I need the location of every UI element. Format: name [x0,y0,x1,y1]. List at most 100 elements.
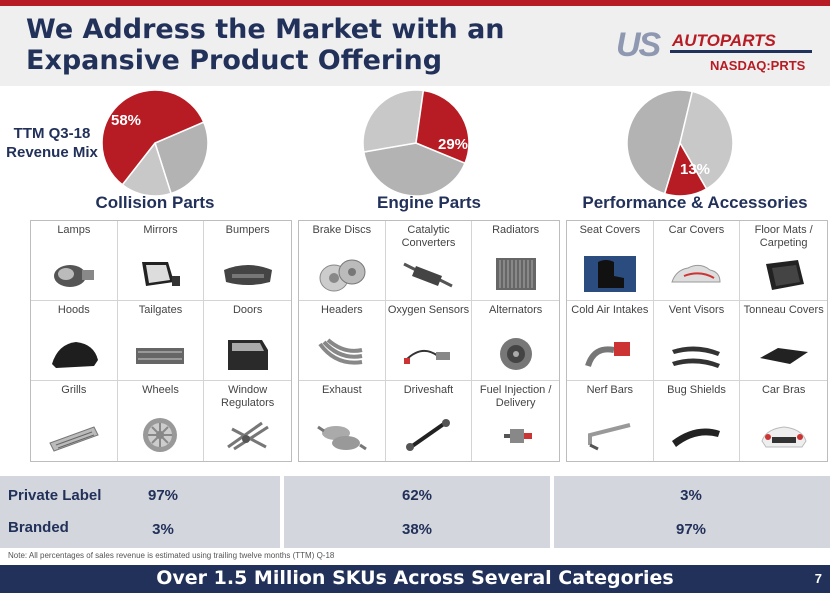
branded-value-collision: 3% [152,521,174,538]
seat-cover-image [583,256,636,292]
alternator-image [499,338,532,370]
part-label: Seat Covers [579,224,641,236]
part-tile-oxygen-sensors: Oxygen Sensors [385,301,473,381]
pie-slice-other-b [121,141,172,197]
tonneau-cover-image [759,348,808,364]
part-tile-doors: Doors [204,301,291,381]
part-tile-brake-discs: Brake Discs [299,221,386,301]
part-label: Alternators [489,304,543,316]
category-title-engine: Engine Parts [377,193,481,212]
part-label: Doors [232,304,263,316]
driveshaft-image [406,419,451,451]
pie-slice-other-b [362,89,425,153]
pie-slice-highlight [101,89,205,186]
pie-slice-highlight [663,141,708,197]
part-tile-vent-visors: Vent Visors [653,301,741,381]
footer-tagline: Over 1.5 Million SKUs Across Several Cat… [156,567,674,589]
fuel-injector-image [503,429,532,443]
pie-svg-performance: 13% [626,89,734,197]
pie-share-label: 29% [438,136,468,153]
top-accent-bar [0,0,830,6]
branded-value-performance: 97% [675,521,707,538]
stats-panel-performance [554,476,830,548]
pie-svg-collision: 58% [101,89,209,197]
window-regulator-image [226,421,269,451]
part-tile-grills: Grills [31,381,118,461]
footnote: Note: All percentages of sales revenue i… [8,551,335,560]
private-label-row-label: Private Label [8,487,102,504]
pie-slice-other-a [362,142,466,197]
collision-parts-grid: Lamps Mirrors Bumpers Hoods Tailgates Do… [30,220,292,462]
catalytic-converter-image [403,262,454,288]
part-tile-hoods: Hoods [31,301,118,381]
lamp-image [53,265,94,287]
door-image [227,340,268,370]
page-title: We Address the Market with an Expansive … [26,14,505,76]
part-tile-mirrors: Mirrors [117,221,205,301]
part-label: Bumpers [225,224,270,236]
car-cover-image [671,264,721,283]
part-label: Nerf Bars [586,384,634,396]
part-tile-radiators: Radiators [472,221,559,301]
stats-panel-collision [0,476,280,548]
logo-autoparts: AUTOPARTS [672,31,776,50]
pie-chart-engine: 29% [361,88,471,198]
cold-air-intake-image [584,342,630,368]
branded-row-label: Branded [8,519,69,536]
pie-share-label: 13% [680,161,710,178]
part-label: Fuel Injection / Delivery [479,384,552,409]
part-tile-cold-air-intakes: Cold Air Intakes [567,301,654,381]
vent-visor-image [672,346,721,368]
part-label: Cold Air Intakes [571,304,649,316]
private-value-engine: 62% [401,487,433,504]
part-label: Car Bras [761,384,806,396]
part-label: Car Covers [668,224,725,236]
header-band [0,6,830,86]
part-label: Vent Visors [668,304,725,316]
grill-image [49,426,99,452]
label-mix-table: Private Label Branded 97% 3% 62% 38% 3% … [0,476,830,548]
part-label: Floor Mats / Carpeting [754,224,813,249]
part-tile-driveshaft: Driveshaft [386,381,473,461]
wheel-image [143,418,178,452]
part-tile-lamps: Lamps [31,221,118,301]
category-title-collision: Collision Parts [95,193,215,212]
header-image [318,338,363,365]
car-bra-image [761,426,807,448]
exhaust-image [316,425,367,451]
part-tile-headers: Headers [299,301,386,381]
part-tile-tonneau-covers: Tonneau Covers [740,301,827,381]
part-tile-exhaust: Exhaust [299,381,386,461]
pie-slice-other-a [154,121,209,195]
pie-slice-other-a [626,89,694,195]
part-tile-fuel-injection: Fuel Injection / Delivery [472,381,559,461]
hood-image [51,342,98,368]
bumper-image [223,265,272,285]
tailgate-image [136,348,185,364]
part-tile-floor-mats: Floor Mats / Carpeting [740,221,827,301]
stats-panel-engine [284,476,550,548]
page-number: 7 [814,571,822,586]
part-tile-seat-covers: Seat Covers [567,221,654,301]
pie-chart-collision: 58% [100,88,210,198]
part-tile-bumpers: Bumpers [204,221,291,301]
private-value-collision: 97% [147,487,179,504]
part-tile-car-bras: Car Bras [740,381,827,461]
part-label: Grills [61,384,87,396]
radiator-image [495,258,536,290]
part-label: Hoods [57,304,90,316]
part-label: Radiators [492,224,540,236]
pie-share-label: 58% [111,112,141,129]
company-logo: US AUTOPARTS NASDAQ:PRTS [612,26,822,76]
floor-mat-image [765,260,804,290]
ticker-label: NASDAQ:PRTS [710,58,806,73]
branded-value-engine: 38% [401,521,433,538]
bug-shield-image [672,428,721,447]
part-label: Driveshaft [403,384,454,396]
pie-chart-performance: 13% [625,88,735,198]
revenue-mix-label: TTM Q3-18 Revenue Mix [6,125,98,161]
part-label: Tonneau Covers [743,304,824,316]
part-label: Wheels [142,384,179,396]
footer-bar: Over 1.5 Million SKUs Across Several Cat… [0,565,830,593]
part-label: Lamps [57,224,91,236]
